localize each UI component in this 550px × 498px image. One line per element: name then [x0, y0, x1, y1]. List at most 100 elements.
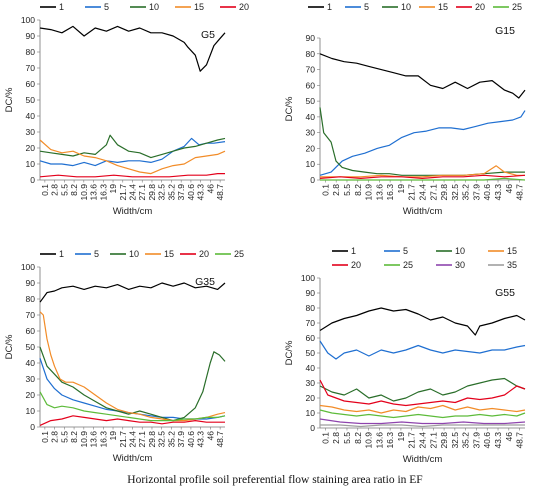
x-tick-label: 5.5: [59, 184, 69, 196]
panel-label: G15: [495, 25, 515, 37]
x-tick-label: 48.7: [215, 184, 225, 201]
legend-label-15: 15: [164, 249, 174, 259]
x-tick-label: 0.1: [40, 431, 50, 443]
series-line-5: [39, 358, 226, 420]
y-tick-label: 30: [26, 127, 36, 137]
y-tick-label: 100: [21, 262, 35, 272]
legend-label-20: 20: [475, 2, 485, 12]
y-tick-label: 30: [306, 128, 316, 138]
x-tick-label: 13.6: [89, 184, 99, 201]
series-line-5: [319, 340, 526, 360]
y-tick-label: 10: [26, 406, 36, 416]
y-tick-label: 0: [30, 175, 35, 185]
x-tick-label: 27.1: [428, 184, 438, 201]
series-line-30: [319, 418, 526, 425]
x-tick-label: 32.5: [157, 431, 167, 448]
x-tick-label: 43.3: [493, 432, 503, 449]
series-line-1: [39, 282, 226, 303]
legend-label-1: 1: [327, 2, 332, 12]
legend-label-20: 20: [239, 2, 249, 12]
legend-label-15: 15: [194, 2, 204, 12]
y-tick-label: 40: [26, 358, 36, 368]
legend-label-25: 25: [512, 2, 522, 12]
x-tick-label: 10.9: [79, 184, 89, 201]
x-tick-label: 24.4: [418, 432, 428, 449]
x-tick-label: 13.6: [89, 431, 99, 448]
x-tick-label: 8.2: [353, 432, 363, 444]
x-tick-label: 21.7: [407, 184, 417, 201]
x-tick-label: 0.1: [40, 184, 50, 196]
x-tick-label: 46: [205, 431, 215, 441]
y-axis-label: DC/%: [284, 340, 295, 365]
y-tick-label: 30: [26, 374, 36, 384]
legend-label-25: 25: [403, 260, 413, 270]
x-axis-label: Width/cm: [113, 453, 153, 464]
series-line-25: [320, 177, 526, 181]
y-tick-label: 30: [306, 378, 316, 388]
y-tick-label: 90: [26, 278, 36, 288]
x-tick-label: 21.7: [118, 184, 128, 201]
legend-label-1: 1: [351, 246, 356, 256]
x-tick-label: 24.4: [418, 184, 428, 201]
legend-label-15: 15: [507, 246, 517, 256]
y-tick-label: 70: [26, 63, 36, 73]
series-line-20: [39, 415, 225, 426]
x-tick-label: 19: [108, 184, 118, 194]
x-tick-label: 5.5: [342, 432, 352, 444]
x-tick-label: 32.5: [450, 432, 460, 449]
x-tick-label: 0.1: [320, 432, 330, 444]
x-tick-label: 46: [504, 432, 514, 442]
x-tick-label: 13.6: [374, 432, 384, 449]
y-tick-label: 90: [306, 33, 316, 43]
x-tick-label: 2.8: [331, 432, 341, 444]
legend-label-25: 25: [234, 249, 244, 259]
x-tick-label: 43.3: [196, 431, 206, 448]
series-line-1: [319, 307, 526, 336]
x-axis-label: Width/cm: [403, 206, 443, 217]
series-line-20: [319, 174, 526, 179]
y-tick-label: 60: [26, 326, 36, 336]
x-tick-label: 40.6: [482, 184, 492, 201]
legend-label-5: 5: [364, 2, 369, 12]
legend-label-10: 10: [149, 2, 159, 12]
x-tick-label: 29.8: [439, 184, 449, 201]
x-tick-label: 27.1: [137, 184, 147, 201]
y-tick-label: 80: [306, 49, 316, 59]
y-tick-label: 50: [26, 95, 36, 105]
y-tick-label: 80: [26, 47, 36, 57]
y-tick-label: 40: [306, 112, 316, 122]
y-tick-label: 20: [26, 143, 36, 153]
y-tick-label: 80: [26, 294, 36, 304]
x-tick-label: 0.1: [320, 184, 330, 196]
legend-label-5: 5: [403, 246, 408, 256]
panel-label: G55: [495, 287, 515, 299]
y-tick-label: 100: [301, 273, 315, 283]
x-tick-label: 37.9: [471, 184, 481, 201]
x-tick-label: 29.8: [439, 432, 449, 449]
legend-label-10: 10: [129, 249, 139, 259]
y-axis-label: DC/%: [4, 334, 15, 359]
legend-label-10: 10: [455, 246, 465, 256]
x-tick-label: 10.9: [364, 184, 374, 201]
y-tick-label: 50: [306, 348, 316, 358]
legend-label-5: 5: [104, 2, 109, 12]
x-tick-label: 37.9: [176, 431, 186, 448]
y-tick-label: 10: [306, 159, 316, 169]
x-tick-label: 27.1: [428, 432, 438, 449]
legend-label-10: 10: [401, 2, 411, 12]
x-tick-label: 5.5: [342, 184, 352, 196]
y-tick-label: 10: [26, 159, 36, 169]
x-tick-label: 48.7: [215, 431, 225, 448]
x-tick-label: 16.3: [98, 431, 108, 448]
y-axis-label: DC/%: [4, 87, 15, 112]
y-tick-label: 0: [310, 423, 315, 433]
x-tick-label: 24.4: [128, 431, 138, 448]
x-tick-label: 48.7: [515, 432, 525, 449]
legend-label-20: 20: [199, 249, 209, 259]
y-tick-label: 70: [306, 65, 316, 75]
x-tick-label: 21.7: [407, 432, 417, 449]
